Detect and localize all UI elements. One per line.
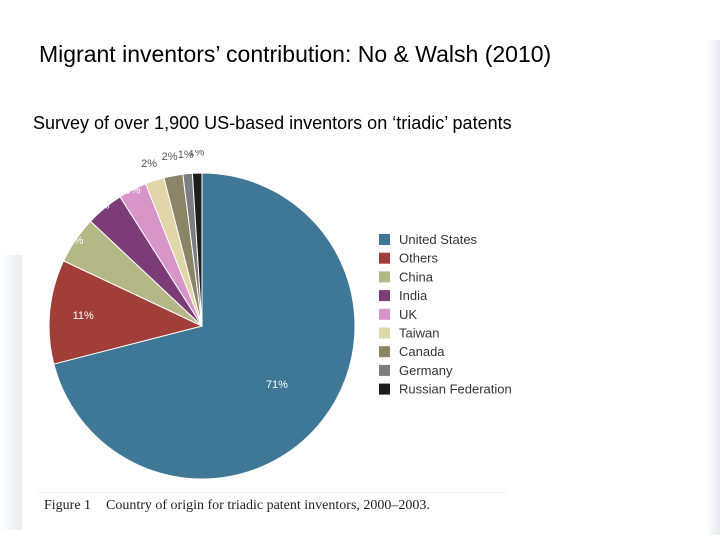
- legend-swatch-taiwan: [379, 327, 390, 339]
- legend-label-taiwan: Taiwan: [399, 326, 439, 341]
- legend-swatch-canada: [379, 346, 390, 358]
- legend-swatch-india: [379, 290, 390, 302]
- legend-label-germany: Germany: [399, 363, 453, 378]
- legend-label-others: Others: [399, 251, 439, 266]
- figure-caption-text: Country of origin for triadic patent inv…: [106, 498, 430, 513]
- pie-slices: [48, 172, 356, 480]
- legend-label-canada: Canada: [399, 344, 445, 359]
- pie-slice-united-states: [53, 172, 356, 480]
- slice-label-uk: 3%: [125, 185, 141, 197]
- background-gradient-right: [706, 40, 720, 535]
- slide-title: Migrant inventors’ contribution: No & Wa…: [39, 41, 552, 67]
- chart-legend: United States Others China India UK Taiwan Can…: [379, 232, 512, 397]
- legend-label-china: China: [399, 269, 434, 284]
- pie-slice-labels: 71%11%5%4%3%2%2% 1%1%: [68, 150, 289, 391]
- background-gradient-left: [0, 255, 22, 530]
- legend-swatch-china: [379, 271, 390, 283]
- pie-chart: 71%11%5%4%3%2%2% 1%1% United StatesOthers…: [30, 150, 530, 490]
- slice-label-united-states: 71%: [266, 379, 288, 391]
- slice-label-germany: 1%: [178, 150, 194, 161]
- slice-label-china: 5%: [68, 235, 84, 247]
- figure-caption: Figure 1 Country of origin for triadic p…: [38, 492, 506, 521]
- legend-label-russian-federation: Russian Federation: [399, 382, 512, 397]
- legend-swatch-germany: [379, 364, 390, 376]
- slide-subtitle: Survey of over 1,900 US-based inventors …: [33, 113, 512, 133]
- slice-label-russian-federation: 1%: [189, 150, 205, 159]
- legend-label-uk: UK: [399, 307, 417, 322]
- legend-swatch-uk: [379, 308, 390, 320]
- legend-swatch-united-states: [379, 234, 390, 245]
- slice-label-others: 11%: [73, 310, 94, 322]
- legend-label-india: India: [399, 288, 428, 303]
- slice-label-canada: 2%: [162, 151, 178, 163]
- legend-label-united-states: United States: [399, 232, 478, 247]
- slice-label-taiwan: 2%: [141, 158, 157, 170]
- pie-slice-others: [48, 260, 204, 365]
- pie-slice-russian-federation: [191, 172, 203, 327]
- legend-swatch-others: [379, 252, 390, 264]
- figure-caption-label: Figure 1: [44, 498, 92, 513]
- slice-label-india: 4%: [94, 200, 110, 212]
- legend-swatch-russian-federation: [379, 383, 390, 395]
